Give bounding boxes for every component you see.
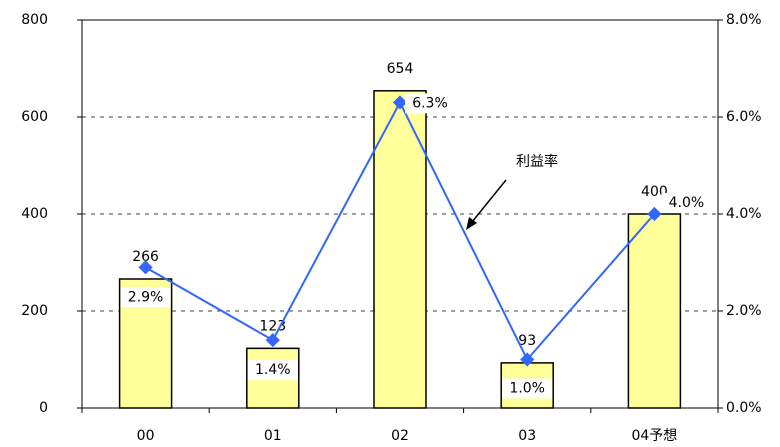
label-bg <box>247 360 298 381</box>
bar-value-label: 654 <box>387 61 414 77</box>
y-tick-label: 600 <box>21 109 48 125</box>
marker <box>265 333 280 348</box>
y2-tick-label: 4.0% <box>726 206 762 222</box>
label-bg <box>661 193 712 213</box>
line-value-label: 6.3% <box>412 95 448 111</box>
label-bg <box>405 93 455 114</box>
bar-value-label: 266 <box>132 249 159 265</box>
y-tick-label: 0 <box>39 400 48 416</box>
marker <box>520 352 535 367</box>
line-value-label: 4.0% <box>669 195 705 211</box>
bar-value-label: 400 <box>641 184 668 200</box>
y-tick-label: 800 <box>21 12 48 28</box>
line-value-label: 1.4% <box>255 362 291 378</box>
y2-tick-label: 6.0% <box>726 109 762 125</box>
line-value-label: 2.9% <box>128 289 164 305</box>
y-tick-label: 400 <box>21 206 48 222</box>
x-tick-label: 03 <box>518 428 536 444</box>
bar-value-label: 123 <box>259 318 286 334</box>
x-tick-label: 02 <box>391 428 409 444</box>
annotation-arrow <box>471 179 507 223</box>
marker <box>392 95 408 110</box>
bar <box>627 213 682 409</box>
x-tick-label: 01 <box>264 428 282 444</box>
bar <box>373 90 427 409</box>
y2-tick-label: 8.0% <box>726 12 762 28</box>
marker <box>647 206 662 222</box>
y2-tick-label: 2.0% <box>726 303 762 319</box>
y-tick-label: 200 <box>21 303 48 319</box>
label-bg <box>120 287 171 308</box>
label-bg <box>502 378 553 399</box>
bar-value-label: 93 <box>518 333 536 349</box>
x-tick-label: 04予想 <box>631 428 677 444</box>
x-tick-label: 00 <box>137 428 155 444</box>
y2-tick-label: 0.0% <box>726 400 762 416</box>
annotation: 利益率 <box>516 153 558 170</box>
annotation-arrowhead <box>466 217 477 230</box>
line-value-label: 1.0% <box>509 381 545 397</box>
marker <box>138 260 153 275</box>
